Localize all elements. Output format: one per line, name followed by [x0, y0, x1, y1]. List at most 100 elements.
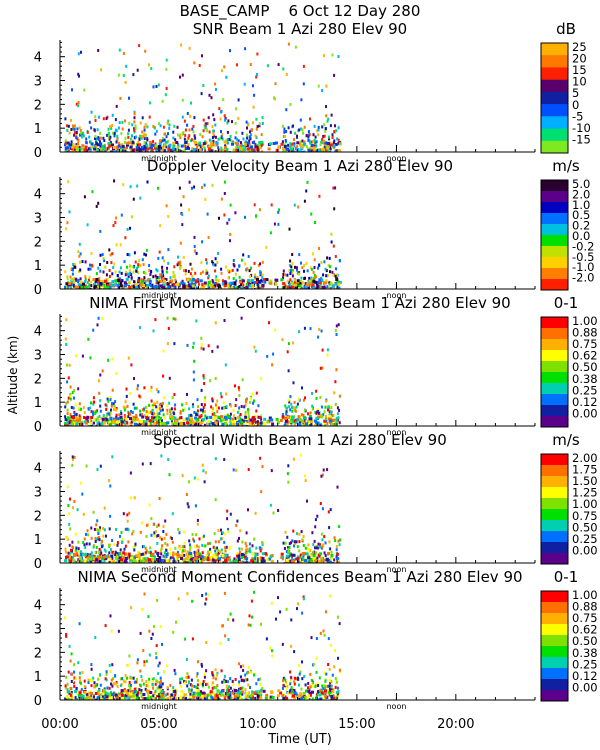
data-cell	[172, 271, 175, 274]
data-cell	[324, 127, 327, 131]
data-cell	[305, 552, 309, 556]
data-cell	[99, 399, 102, 403]
data-cell	[337, 418, 339, 422]
colorbar-swatch	[541, 487, 568, 499]
data-cell	[191, 420, 195, 424]
data-cell	[261, 287, 264, 289]
data-cell	[142, 545, 145, 548]
data-cell	[322, 134, 325, 138]
data-cell	[141, 258, 144, 262]
data-cell	[101, 253, 104, 257]
data-cell	[226, 680, 229, 684]
data-cell	[186, 419, 189, 423]
data-cell	[280, 142, 284, 146]
data-cell	[226, 509, 229, 513]
data-cell	[93, 418, 96, 422]
data-cell	[111, 539, 114, 542]
data-cell	[332, 186, 335, 190]
data-cell	[240, 283, 242, 287]
data-cell	[307, 556, 311, 560]
data-cell	[156, 280, 159, 283]
data-cell	[176, 145, 179, 149]
data-cell	[204, 140, 207, 144]
data-cell	[217, 551, 220, 555]
data-cell	[71, 277, 74, 281]
data-cell	[90, 422, 93, 425]
data-cell	[308, 414, 312, 418]
data-cell	[225, 140, 228, 144]
data-cell	[66, 129, 69, 132]
data-cell	[71, 463, 74, 467]
data-cell	[172, 686, 175, 690]
data-cell	[249, 686, 251, 689]
data-cell	[176, 550, 179, 554]
data-cell	[163, 421, 166, 425]
data-cell	[127, 415, 130, 419]
data-cell	[180, 281, 183, 285]
data-cell	[131, 123, 134, 127]
y-tick-label: 4	[34, 188, 42, 203]
data-cell	[319, 366, 322, 370]
data-cell	[338, 259, 341, 263]
data-cell	[338, 142, 342, 146]
data-cell	[138, 137, 141, 141]
data-cell	[204, 396, 207, 400]
data-cell	[251, 148, 253, 151]
data-cell	[117, 692, 120, 696]
data-cell	[150, 270, 153, 274]
data-cell	[249, 396, 252, 400]
data-cell	[309, 549, 312, 552]
data-cell	[254, 273, 257, 277]
data-cell	[328, 540, 331, 544]
data-cell	[140, 689, 143, 692]
data-cell	[326, 468, 329, 472]
data-cell	[184, 128, 187, 132]
data-cell	[118, 552, 121, 556]
data-cell	[198, 141, 202, 145]
data-cell	[306, 499, 308, 503]
data-cell	[221, 148, 224, 152]
data-cell	[115, 415, 118, 419]
data-cell	[70, 118, 72, 122]
data-cell	[111, 280, 115, 284]
data-cell	[290, 417, 294, 421]
data-cell	[216, 546, 218, 550]
data-cell	[111, 131, 114, 135]
data-cell	[188, 284, 191, 288]
data-cell	[159, 139, 162, 143]
data-cell	[149, 422, 152, 425]
data-cell	[129, 271, 132, 275]
data-cell	[158, 412, 161, 415]
data-cell	[311, 283, 315, 287]
data-cell	[94, 115, 97, 119]
data-cell	[141, 521, 143, 525]
data-cell	[154, 144, 158, 148]
colorbar-frame	[540, 42, 569, 154]
data-cell	[152, 420, 155, 424]
data-cell	[90, 126, 93, 130]
data-cell	[129, 417, 132, 421]
data-cell	[111, 663, 114, 667]
data-cell	[232, 148, 235, 152]
data-cell	[142, 557, 145, 561]
data-cell	[325, 274, 328, 278]
data-cell	[240, 150, 243, 152]
data-cell	[307, 149, 311, 152]
data-cell	[304, 479, 307, 483]
data-cell	[115, 140, 118, 144]
data-cells	[64, 590, 341, 700]
data-cell	[299, 453, 302, 457]
data-cell	[284, 530, 287, 534]
data-cell	[107, 142, 111, 145]
data-cell	[172, 317, 175, 321]
data-cell	[116, 552, 119, 556]
data-cell	[129, 185, 132, 189]
data-cell	[303, 419, 306, 422]
data-cell	[193, 550, 196, 554]
data-cell	[143, 282, 146, 285]
data-cell	[88, 542, 91, 546]
data-cell	[71, 88, 73, 92]
data-cell	[155, 150, 158, 152]
data-cell	[329, 681, 331, 685]
data-cell	[180, 422, 183, 426]
